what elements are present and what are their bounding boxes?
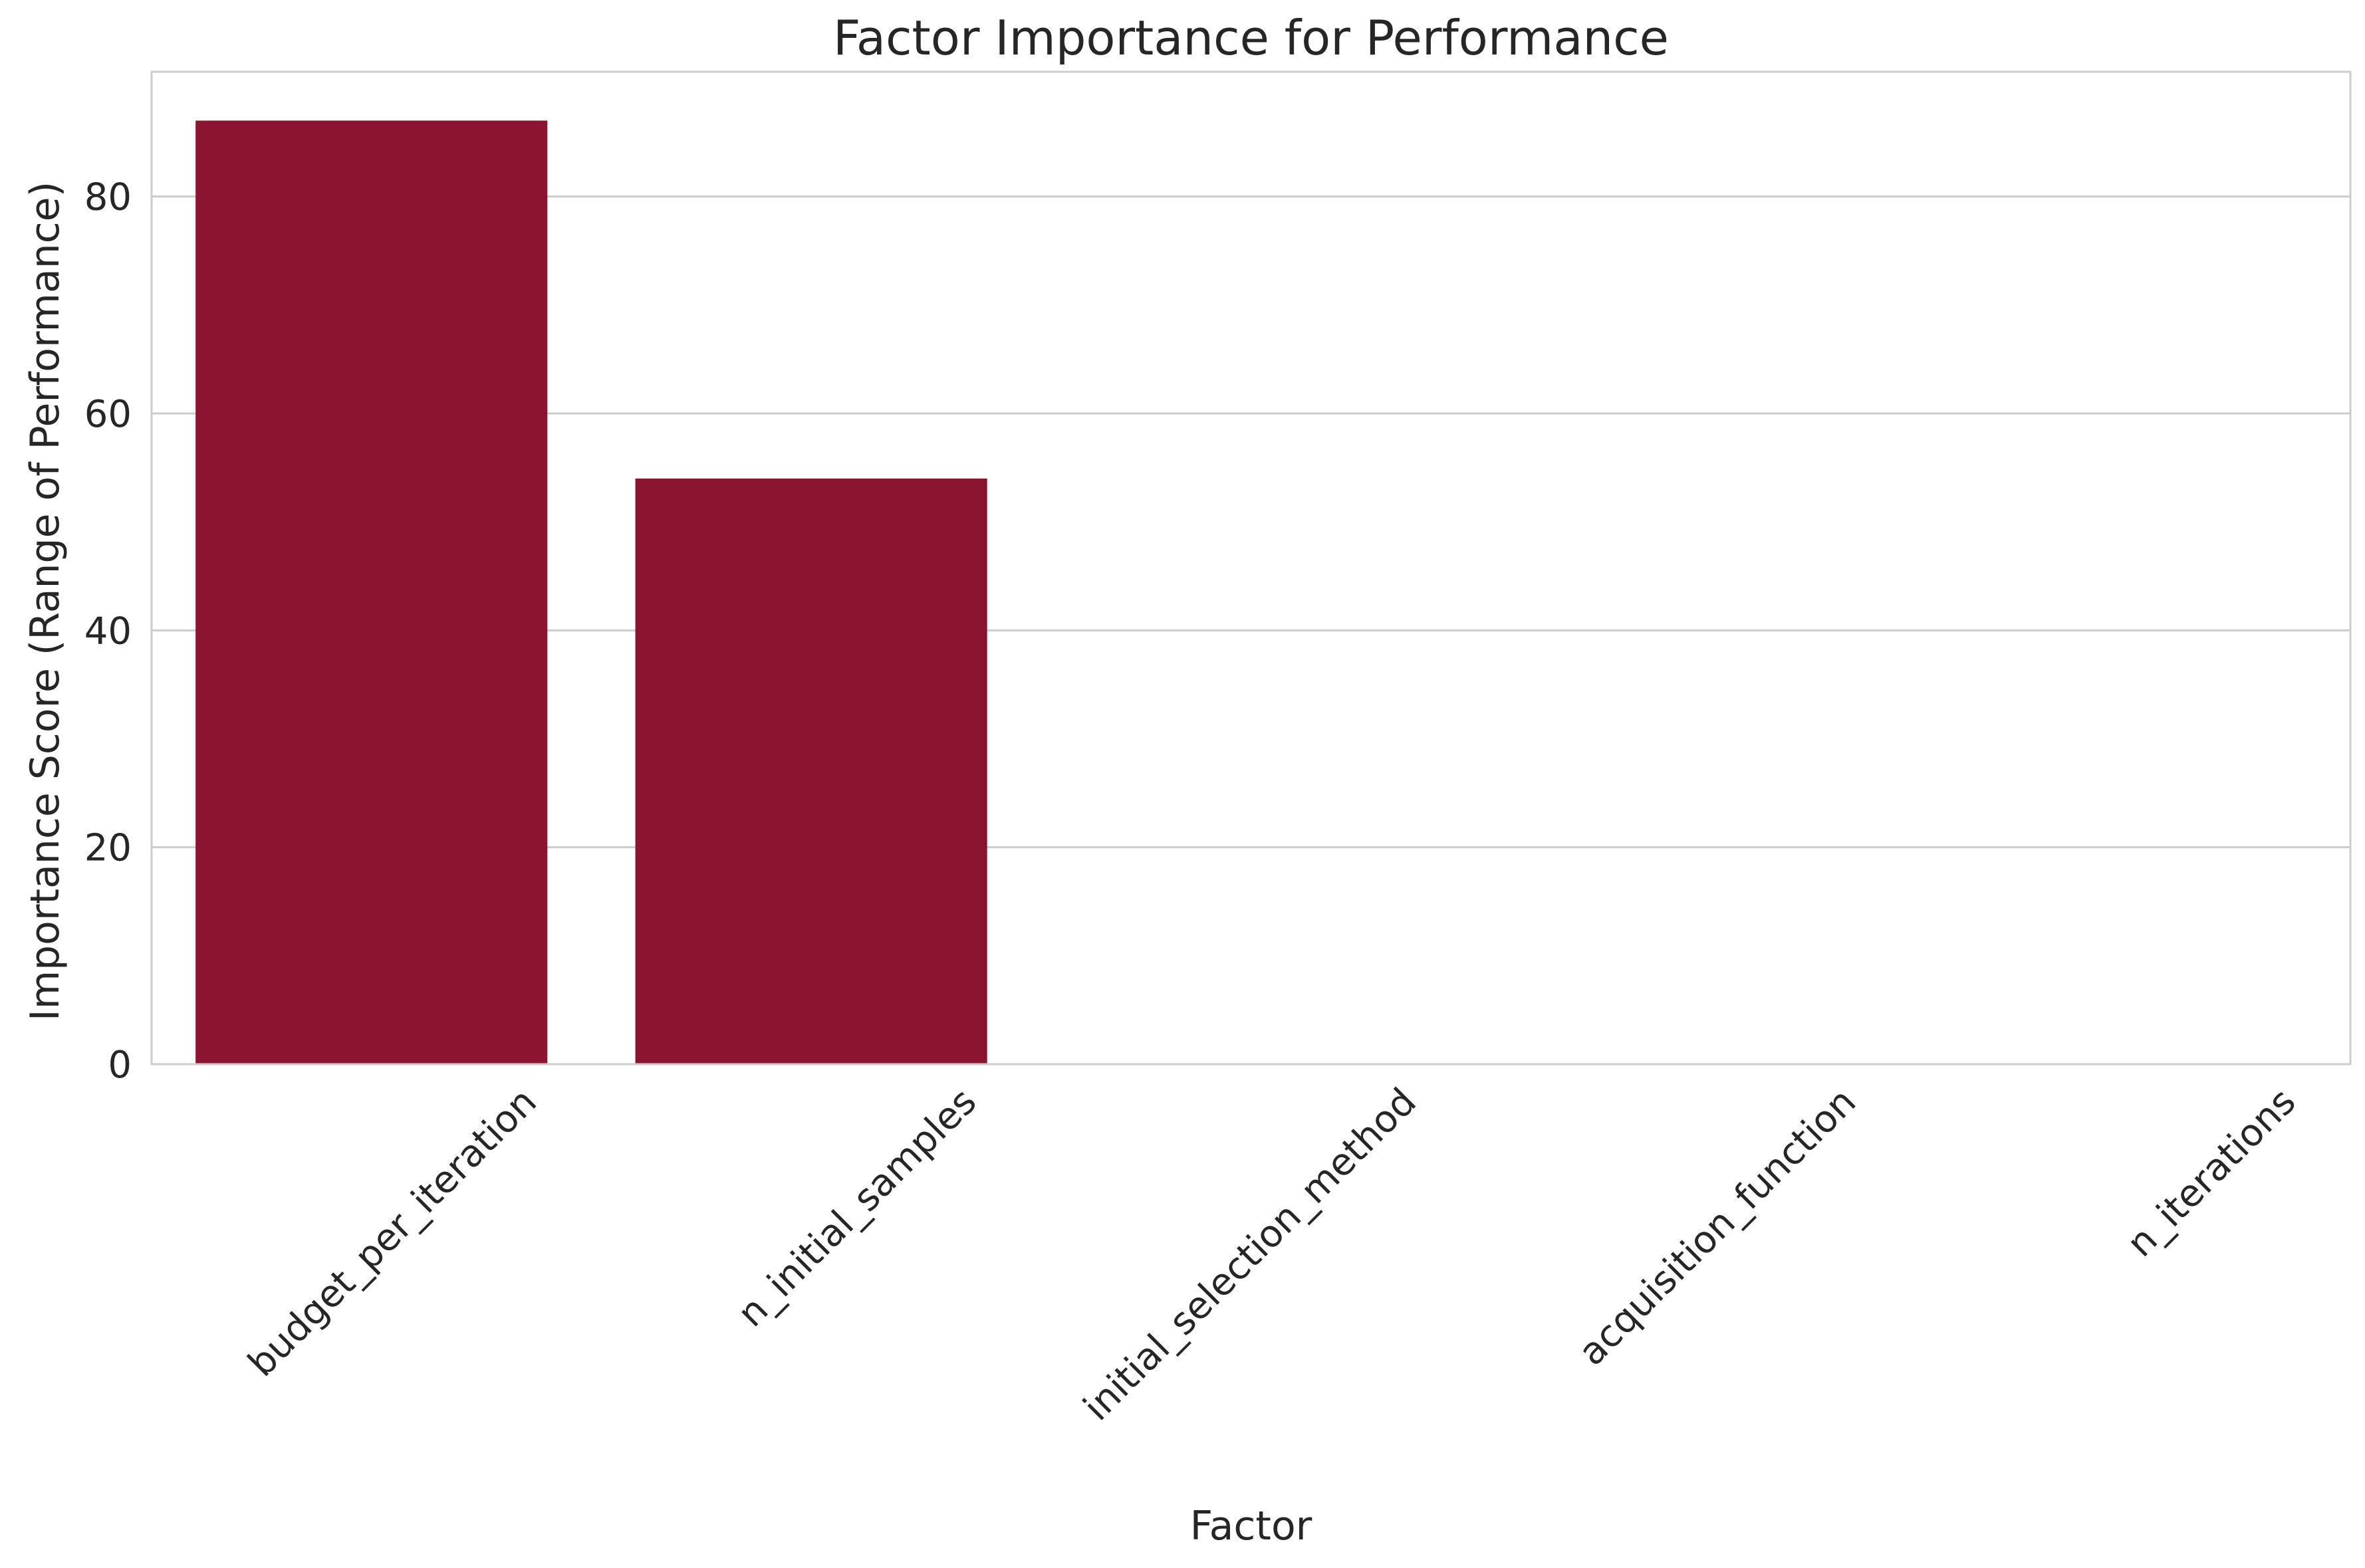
- bar: [195, 120, 548, 1064]
- y-tick-label: 20: [84, 827, 132, 870]
- y-tick-labels: 0 20 40 60 80: [84, 176, 132, 1087]
- y-tick-label: 80: [84, 176, 132, 219]
- y-tick-label: 0: [108, 1044, 132, 1087]
- bar: [635, 478, 987, 1064]
- y-tick-label: 40: [84, 610, 132, 653]
- plot-frame: [150, 70, 2352, 1065]
- y-tick-label: 60: [84, 393, 132, 436]
- bars: [195, 120, 987, 1064]
- y-axis-title: Importance Score (Range of Performance): [22, 181, 68, 1021]
- x-axis-title: Factor: [1190, 1503, 1312, 1549]
- chart-title: Factor Importance for Performance: [833, 10, 1669, 66]
